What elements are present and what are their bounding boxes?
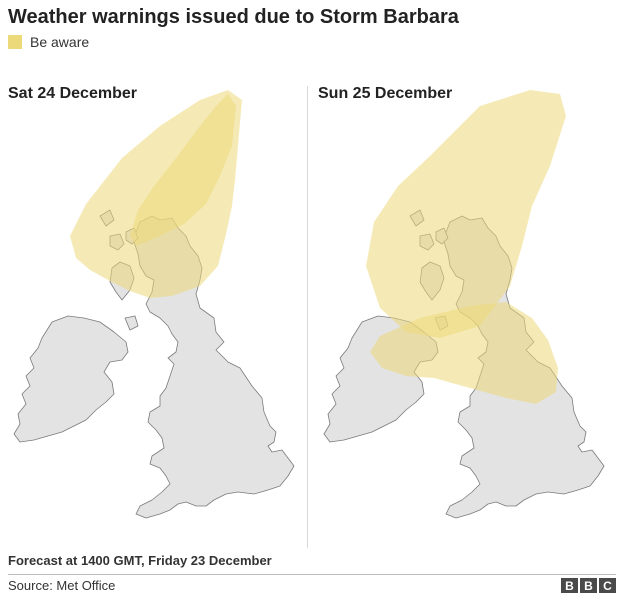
source-note: Source: Met Office [8, 578, 116, 593]
legend: Be aware [8, 34, 89, 50]
legend-label-be-aware: Be aware [30, 34, 90, 50]
legend-swatch-be-aware [8, 35, 22, 49]
map-saturday [13, 90, 295, 519]
panel-label-saturday: Sat 24 December [8, 85, 137, 102]
bbc-logo-letter: B [580, 578, 597, 593]
map-sunday [323, 90, 605, 519]
warning-area-sunday [366, 90, 566, 404]
panel-divider [307, 86, 308, 548]
footer-rule [8, 574, 616, 575]
bbc-logo: B B C [561, 578, 616, 593]
forecast-note: Forecast at 1400 GMT, Friday 23 December [8, 553, 272, 568]
bbc-logo-letter: C [599, 578, 616, 593]
warning-area-saturday [70, 90, 242, 298]
chart-title: Weather warnings issued due to Storm Bar… [8, 6, 459, 28]
bbc-logo-letter: B [561, 578, 578, 593]
panel-label-sunday: Sun 25 December [318, 85, 453, 102]
